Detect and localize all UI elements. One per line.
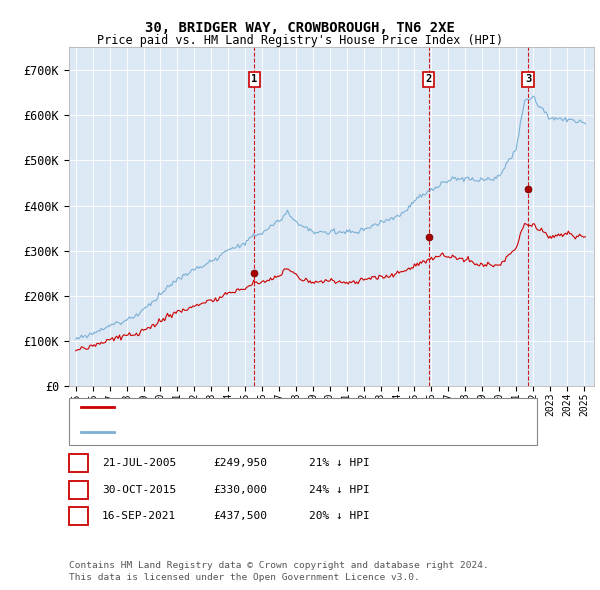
Text: This data is licensed under the Open Government Licence v3.0.: This data is licensed under the Open Gov…: [69, 572, 420, 582]
Text: 20% ↓ HPI: 20% ↓ HPI: [309, 512, 370, 521]
Text: 30-OCT-2015: 30-OCT-2015: [102, 485, 176, 494]
Text: £330,000: £330,000: [213, 485, 267, 494]
Text: 21-JUL-2005: 21-JUL-2005: [102, 458, 176, 468]
Text: 21% ↓ HPI: 21% ↓ HPI: [309, 458, 370, 468]
Text: £437,500: £437,500: [213, 512, 267, 521]
Text: 3: 3: [75, 512, 82, 521]
Text: £249,950: £249,950: [213, 458, 267, 468]
Text: 1: 1: [75, 458, 82, 468]
Text: 30, BRIDGER WAY, CROWBOROUGH, TN6 2XE: 30, BRIDGER WAY, CROWBOROUGH, TN6 2XE: [145, 21, 455, 35]
Text: 30, BRIDGER WAY, CROWBOROUGH, TN6 2XE (detached house): 30, BRIDGER WAY, CROWBOROUGH, TN6 2XE (d…: [120, 402, 471, 412]
Text: 2: 2: [425, 74, 431, 84]
Text: Contains HM Land Registry data © Crown copyright and database right 2024.: Contains HM Land Registry data © Crown c…: [69, 560, 489, 570]
Text: Price paid vs. HM Land Registry's House Price Index (HPI): Price paid vs. HM Land Registry's House …: [97, 34, 503, 47]
Text: 2: 2: [75, 485, 82, 494]
Text: HPI: Average price, detached house, Wealden: HPI: Average price, detached house, Weal…: [120, 428, 400, 437]
Text: 24% ↓ HPI: 24% ↓ HPI: [309, 485, 370, 494]
Text: 16-SEP-2021: 16-SEP-2021: [102, 512, 176, 521]
Text: 3: 3: [525, 74, 531, 84]
Text: 1: 1: [251, 74, 257, 84]
